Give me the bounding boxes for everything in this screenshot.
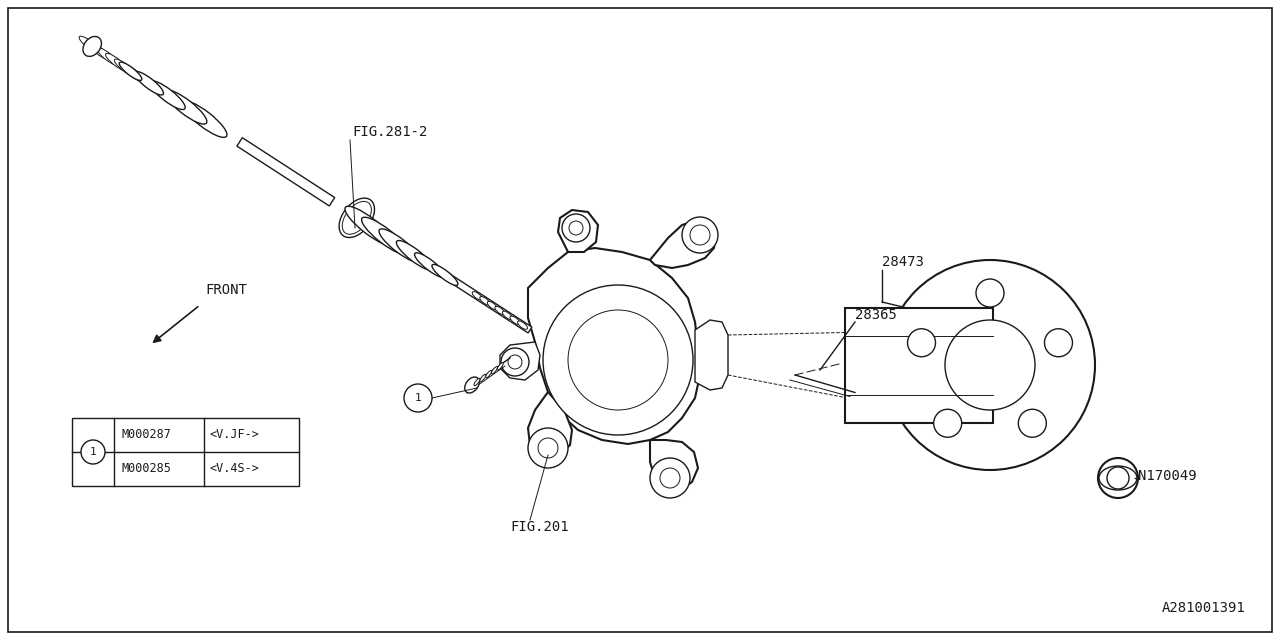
- Ellipse shape: [472, 292, 483, 300]
- Circle shape: [1044, 329, 1073, 356]
- Ellipse shape: [431, 264, 458, 285]
- Circle shape: [543, 285, 692, 435]
- Circle shape: [562, 214, 590, 242]
- Ellipse shape: [415, 253, 445, 278]
- Ellipse shape: [88, 42, 110, 60]
- Circle shape: [690, 225, 710, 245]
- Ellipse shape: [509, 316, 520, 324]
- Ellipse shape: [342, 202, 371, 234]
- Ellipse shape: [123, 65, 145, 83]
- Text: M000285: M000285: [122, 463, 172, 476]
- Ellipse shape: [397, 241, 433, 270]
- Text: N170049: N170049: [1138, 469, 1197, 483]
- Circle shape: [884, 260, 1094, 470]
- Ellipse shape: [379, 229, 420, 262]
- Polygon shape: [157, 86, 172, 100]
- Ellipse shape: [339, 198, 375, 237]
- Ellipse shape: [150, 81, 186, 109]
- Ellipse shape: [141, 76, 163, 93]
- Circle shape: [908, 329, 936, 356]
- Circle shape: [81, 440, 105, 464]
- Circle shape: [1107, 467, 1129, 489]
- Text: <V.JF->: <V.JF->: [210, 429, 260, 442]
- Ellipse shape: [105, 53, 127, 71]
- Ellipse shape: [503, 311, 512, 319]
- Circle shape: [500, 348, 529, 376]
- Circle shape: [945, 320, 1036, 410]
- Ellipse shape: [485, 371, 492, 378]
- Ellipse shape: [79, 36, 101, 54]
- Polygon shape: [500, 342, 540, 380]
- Ellipse shape: [480, 374, 486, 381]
- Text: A281001391: A281001391: [1161, 601, 1245, 615]
- Polygon shape: [237, 138, 334, 206]
- Text: 1: 1: [90, 447, 96, 457]
- Text: FRONT: FRONT: [205, 283, 247, 297]
- Ellipse shape: [119, 62, 142, 81]
- Circle shape: [404, 384, 433, 412]
- Text: 28365: 28365: [855, 308, 897, 322]
- Circle shape: [682, 217, 718, 253]
- Polygon shape: [529, 248, 700, 444]
- Ellipse shape: [497, 363, 503, 370]
- Polygon shape: [404, 247, 532, 333]
- Polygon shape: [650, 440, 698, 490]
- Circle shape: [650, 458, 690, 498]
- Circle shape: [660, 468, 680, 488]
- Polygon shape: [529, 392, 572, 456]
- Polygon shape: [650, 220, 716, 268]
- Ellipse shape: [480, 296, 490, 305]
- Polygon shape: [558, 210, 598, 252]
- Circle shape: [529, 428, 568, 468]
- Ellipse shape: [361, 217, 407, 254]
- Text: 28473: 28473: [882, 255, 924, 269]
- Circle shape: [933, 409, 961, 437]
- Circle shape: [508, 355, 522, 369]
- Ellipse shape: [165, 90, 207, 124]
- Ellipse shape: [182, 101, 227, 138]
- Circle shape: [568, 310, 668, 410]
- Ellipse shape: [134, 72, 164, 95]
- Polygon shape: [695, 320, 728, 390]
- Circle shape: [977, 279, 1004, 307]
- Bar: [845, 307, 993, 422]
- Text: FIG.281-2: FIG.281-2: [352, 125, 428, 139]
- Circle shape: [538, 438, 558, 458]
- Ellipse shape: [465, 377, 479, 393]
- Text: M000287: M000287: [122, 429, 172, 442]
- Ellipse shape: [132, 70, 154, 88]
- Circle shape: [570, 221, 582, 235]
- Ellipse shape: [114, 59, 136, 77]
- Ellipse shape: [344, 206, 394, 246]
- Text: 1: 1: [415, 393, 421, 403]
- Ellipse shape: [83, 36, 101, 56]
- Ellipse shape: [492, 367, 498, 374]
- Ellipse shape: [97, 47, 119, 65]
- Bar: [72, 418, 300, 486]
- Ellipse shape: [495, 307, 504, 315]
- Text: <V.4S->: <V.4S->: [210, 463, 260, 476]
- Ellipse shape: [474, 378, 480, 386]
- Ellipse shape: [488, 301, 497, 310]
- Ellipse shape: [517, 321, 527, 330]
- Circle shape: [1098, 458, 1138, 498]
- Circle shape: [1019, 409, 1046, 437]
- Text: FIG.201: FIG.201: [509, 520, 568, 534]
